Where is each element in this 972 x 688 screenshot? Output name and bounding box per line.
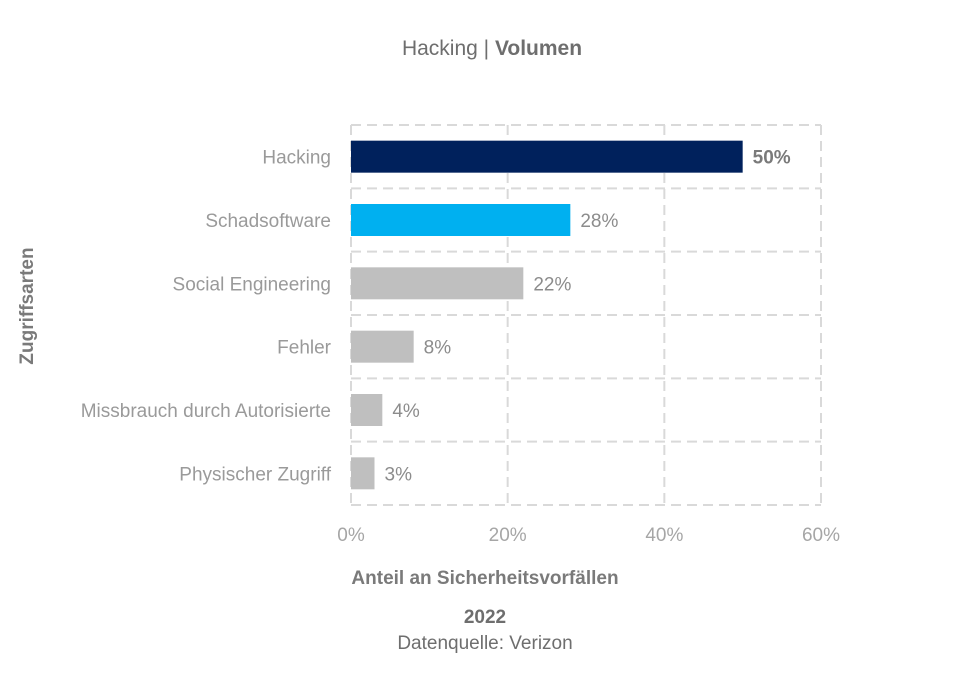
bar <box>351 204 571 236</box>
value-label: 3% <box>385 464 413 485</box>
bar <box>351 457 375 490</box>
bar <box>351 330 414 363</box>
category-label: Physischer Zugriff <box>179 464 331 485</box>
bar <box>351 140 743 173</box>
value-label: 4% <box>392 401 420 422</box>
grid <box>350 124 822 506</box>
value-label: 28% <box>580 211 618 232</box>
category-label: Hacking <box>262 148 331 169</box>
x-tick-label: 40% <box>645 525 683 546</box>
footer-year: 2022 <box>464 607 506 628</box>
bar <box>351 267 524 300</box>
x-tick-label: 20% <box>489 525 527 546</box>
chart-title: Hacking | Volumen <box>402 37 582 60</box>
x-tick-label: 0% <box>337 525 365 546</box>
value-label: 8% <box>424 338 452 359</box>
value-label: 22% <box>533 274 571 295</box>
chart-title-bold: Volumen <box>495 37 582 60</box>
x-axis-title: Anteil an Sicherheitsvorfällen <box>351 568 618 589</box>
x-tick-label: 60% <box>802 525 840 546</box>
bar <box>351 394 383 426</box>
chart-title-prefix: Hacking <box>402 37 478 60</box>
y-axis-title: Zugriffsarten <box>17 247 38 364</box>
category-label: Social Engineering <box>173 274 331 295</box>
bars <box>351 140 743 490</box>
category-label: Missbrauch durch Autorisierte <box>81 401 331 422</box>
footer-source: Datenquelle: Verizon <box>397 633 572 654</box>
chart-title-separator: | <box>478 37 495 60</box>
category-label: Fehler <box>277 338 332 359</box>
labels: 0% 20% 40% 60% Hacking 50% Schadsoftware 28% Soc… <box>81 148 840 546</box>
value-label: 50% <box>753 148 791 169</box>
category-label: Schadsoftware <box>205 211 331 232</box>
